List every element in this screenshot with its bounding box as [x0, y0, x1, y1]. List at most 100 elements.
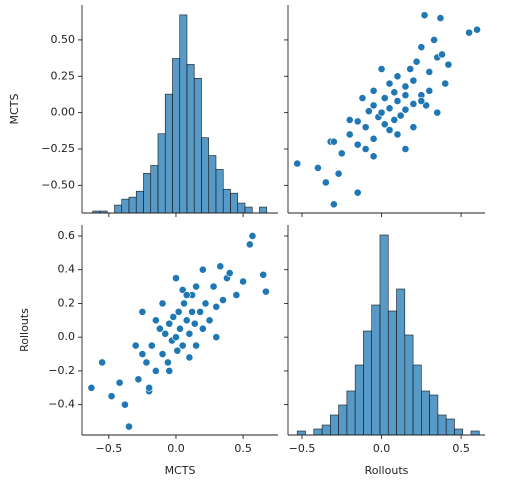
scatter-point: [377, 65, 386, 73]
histogram-bar: [437, 414, 447, 436]
histogram-bar: [186, 64, 195, 214]
scatter-point: [232, 291, 241, 299]
histogram-bar: [371, 304, 381, 436]
scatter-point: [433, 108, 442, 117]
scatter-point: [412, 57, 421, 66]
histogram-bar: [259, 206, 268, 214]
x-axis-label: Rollouts: [365, 464, 409, 477]
scatter-point: [334, 169, 343, 178]
histogram-bar: [363, 330, 373, 436]
scatter-point: [409, 100, 418, 108]
scatter-point: [209, 282, 218, 291]
scatter-point: [369, 134, 378, 143]
y-tick-label: −0.50: [41, 178, 75, 191]
scatter-point: [172, 274, 180, 283]
histogram-bar: [179, 14, 188, 214]
scatter-point: [353, 188, 362, 197]
y-axis-label: Rollouts: [18, 308, 31, 352]
scatter-point: [369, 101, 378, 110]
histogram-bar: [128, 196, 137, 214]
scatter-point: [178, 286, 187, 294]
scatter-point: [259, 270, 268, 279]
histogram-bar: [354, 364, 364, 436]
scatter-point: [169, 313, 178, 321]
scatter-point: [380, 120, 389, 129]
scatter-point: [190, 319, 199, 328]
scatter-point: [380, 94, 389, 102]
y-tick-label: 0.6: [58, 229, 76, 242]
scatter-point: [165, 367, 174, 375]
scatter-point: [151, 316, 160, 325]
scatter-point: [406, 65, 415, 73]
scatter-point: [248, 232, 257, 240]
histogram-bar: [215, 169, 224, 214]
x-tick-label: 0.5: [452, 442, 470, 455]
scatter-point: [358, 94, 367, 102]
scatter-point: [134, 375, 143, 384]
y-tick-label: 0.2: [58, 296, 76, 309]
histogram-bar: [330, 414, 339, 436]
scatter-point: [145, 383, 154, 392]
histogram-bar: [470, 430, 480, 436]
scatter-point: [353, 117, 362, 126]
histogram-bar: [412, 364, 422, 436]
scatter-point: [393, 130, 402, 139]
scatter-point: [192, 282, 201, 291]
y-tick-label: −0.2: [48, 364, 75, 377]
scatter-point: [329, 200, 338, 209]
x-tick-label: 0.0: [167, 442, 185, 455]
histogram-bar: [296, 430, 306, 436]
scatter-point: [385, 104, 394, 113]
histogram-bar: [164, 93, 173, 214]
scatter-point: [198, 324, 207, 333]
scatter-point: [87, 383, 96, 392]
histogram-bar: [404, 334, 414, 436]
scatter-point: [390, 116, 399, 124]
scatter-point: [173, 346, 182, 355]
histogram-bar: [135, 190, 144, 214]
histogram-bar: [208, 155, 217, 214]
scatter-point: [216, 262, 225, 271]
scatter-point: [314, 164, 322, 172]
scatter-point: [176, 324, 184, 333]
scatter-point: [225, 269, 234, 277]
scatter-point: [438, 50, 446, 59]
scatter-point: [142, 358, 151, 367]
histogram-bar: [338, 404, 348, 436]
histogram-bar: [387, 310, 397, 436]
scatter-point: [219, 296, 227, 304]
histogram-bar: [201, 137, 210, 214]
scatter-point: [401, 91, 410, 100]
scatter-point: [158, 299, 167, 308]
histogram-bar: [346, 390, 356, 436]
histogram-bar: [454, 428, 464, 436]
y-tick-label: 0.0: [58, 330, 76, 343]
scatter-point: [138, 350, 147, 358]
histogram-bar: [321, 424, 331, 436]
scatter-point: [361, 123, 370, 132]
x-tick-label: 0.0: [373, 442, 391, 455]
histogram-bar: [157, 133, 166, 214]
scatter-point: [155, 324, 164, 333]
scatter-point: [174, 307, 183, 316]
histogram-bar: [244, 206, 253, 214]
scatter-point: [369, 86, 378, 95]
scatter-point: [436, 14, 445, 22]
x-axis-label: MCTS: [165, 464, 196, 477]
scatter-point: [182, 291, 191, 299]
scatter-point: [172, 333, 180, 342]
scatter-point: [353, 140, 362, 149]
histogram-bar: [421, 390, 430, 436]
scatter-point: [239, 277, 247, 286]
histogram-bar: [429, 394, 439, 436]
histogram-bar: [222, 188, 231, 214]
scatter-point: [401, 82, 410, 91]
scatter-point: [262, 287, 270, 296]
scatter-point: [138, 307, 147, 316]
scatter-point: [321, 178, 330, 187]
scatter-point: [107, 392, 116, 401]
scatter-point: [401, 145, 410, 153]
scatter-point: [364, 107, 373, 116]
y-axis-label: MCTS: [8, 94, 21, 125]
scatter-point: [393, 97, 402, 105]
